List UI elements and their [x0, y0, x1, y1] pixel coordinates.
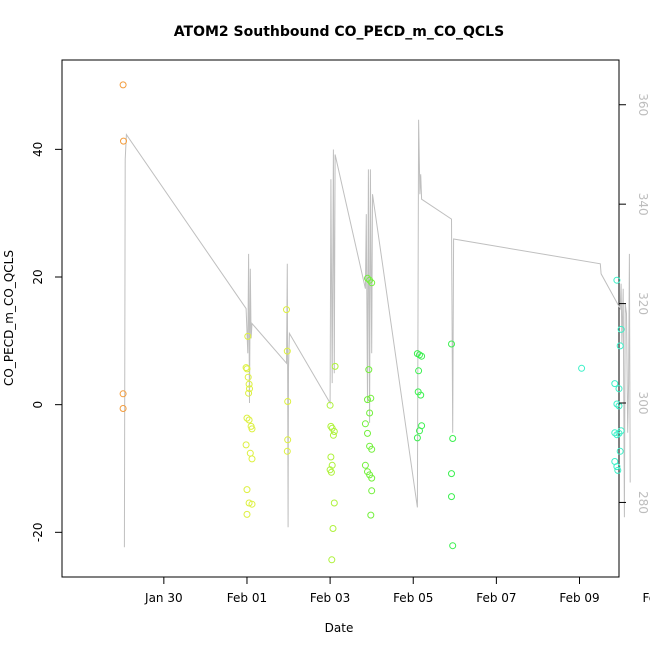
- data-point: [415, 367, 423, 375]
- data-point: [368, 279, 376, 287]
- data-point: [413, 434, 421, 442]
- data-point: [613, 400, 621, 408]
- data-point: [617, 427, 625, 435]
- data-point: [245, 416, 253, 424]
- data-point: [416, 427, 423, 435]
- x-axis-label: Date: [325, 621, 354, 635]
- secondary-y-tick-label: 360: [636, 93, 650, 116]
- data-point: [330, 499, 338, 507]
- y-tick-label: 20: [31, 269, 45, 284]
- data-point: [367, 511, 375, 519]
- data-point: [284, 398, 292, 405]
- data-point: [578, 364, 586, 372]
- data-point: [243, 414, 251, 422]
- y-axis-label: CO_PECD_m_CO_QCLS: [2, 250, 16, 386]
- data-point: [327, 453, 335, 461]
- data-point: [329, 431, 337, 439]
- x-tick-label: Feb 03: [310, 591, 350, 605]
- data-point: [327, 422, 335, 430]
- y-tick-label: 0: [31, 401, 45, 409]
- secondary-y-tick-label: 300: [636, 392, 650, 415]
- data-point: [368, 474, 376, 482]
- data-point: [449, 435, 457, 442]
- plot-frame: [61, 59, 620, 578]
- secondary-y-tick-label: 320: [636, 292, 650, 315]
- data-point: [448, 470, 455, 478]
- data-point: [418, 352, 426, 360]
- data-point: [328, 556, 336, 564]
- x-tick-label: Feb 05: [393, 591, 433, 605]
- data-point: [613, 276, 621, 284]
- y-tick-label: 40: [31, 142, 45, 157]
- data-point: [329, 525, 337, 532]
- data-point: [361, 420, 369, 428]
- x-tick-label: Feb 09: [559, 591, 599, 605]
- data-point: [248, 455, 256, 463]
- data-point: [245, 389, 253, 397]
- data-point: [120, 137, 127, 145]
- data-point: [367, 394, 375, 402]
- secondary-line-layer: [123, 119, 631, 548]
- data-point: [448, 340, 455, 348]
- x-tick-label: Jan 30: [144, 591, 183, 605]
- x-tick-label: Feb 07: [476, 591, 516, 605]
- data-point: [283, 306, 290, 314]
- data-point: [365, 366, 373, 374]
- data-point: [283, 347, 291, 355]
- chart-title: ATOM2 Southbound CO_PECD_m_CO_QCLS: [174, 24, 504, 40]
- data-point: [364, 396, 371, 404]
- data-point: [119, 405, 127, 412]
- data-point: [242, 364, 250, 372]
- data-point: [284, 436, 292, 444]
- x-tick-label: Feb 01: [227, 591, 267, 605]
- data-point: [330, 428, 338, 435]
- secondary-series-line: [123, 119, 631, 548]
- data-point: [244, 332, 252, 340]
- data-point: [614, 466, 622, 474]
- data-point: [328, 461, 336, 469]
- data-point: [366, 409, 374, 417]
- data-point: [283, 447, 291, 455]
- x-tick-label: Feb 11: [642, 591, 650, 605]
- data-point: [243, 510, 251, 518]
- data-point: [246, 385, 253, 393]
- data-point: [368, 487, 376, 495]
- data-point: [246, 449, 254, 457]
- data-point: [119, 81, 127, 89]
- data-point: [244, 373, 252, 381]
- data-point: [611, 380, 619, 388]
- data-point: [616, 342, 624, 350]
- x-axis: Jan 30 Feb 01 Feb 03 Feb 05 Feb 07 Feb 09 Feb …: [144, 577, 650, 605]
- data-point: [245, 380, 253, 388]
- data-point: [243, 365, 251, 373]
- data-point: [361, 461, 369, 469]
- data-point: [364, 429, 371, 437]
- data-point: [617, 325, 625, 333]
- y-tick-label: -20: [31, 523, 45, 543]
- data-point: [248, 500, 256, 508]
- data-point: [326, 401, 334, 409]
- data-point: [368, 445, 376, 453]
- data-point: [449, 542, 457, 550]
- data-point: [243, 486, 251, 494]
- secondary-y-tick-label: 340: [636, 193, 650, 216]
- y-axis: -20 0 20 40: [31, 142, 62, 542]
- data-point: [364, 274, 371, 282]
- data-point: [242, 441, 250, 449]
- data-point: [613, 463, 621, 471]
- data-point: [417, 391, 425, 399]
- data-point: [616, 447, 624, 455]
- data-point: [615, 385, 623, 393]
- secondary-y-tick-label: 280: [636, 491, 650, 514]
- data-point: [327, 468, 335, 476]
- data-point: [248, 425, 256, 433]
- data-point: [611, 429, 619, 437]
- data-point: [119, 390, 127, 398]
- data-point: [331, 362, 339, 370]
- scatter-points-layer: [119, 81, 625, 564]
- data-point: [448, 493, 455, 501]
- secondary-y-axis: 280 300 320 340 360: [619, 93, 650, 514]
